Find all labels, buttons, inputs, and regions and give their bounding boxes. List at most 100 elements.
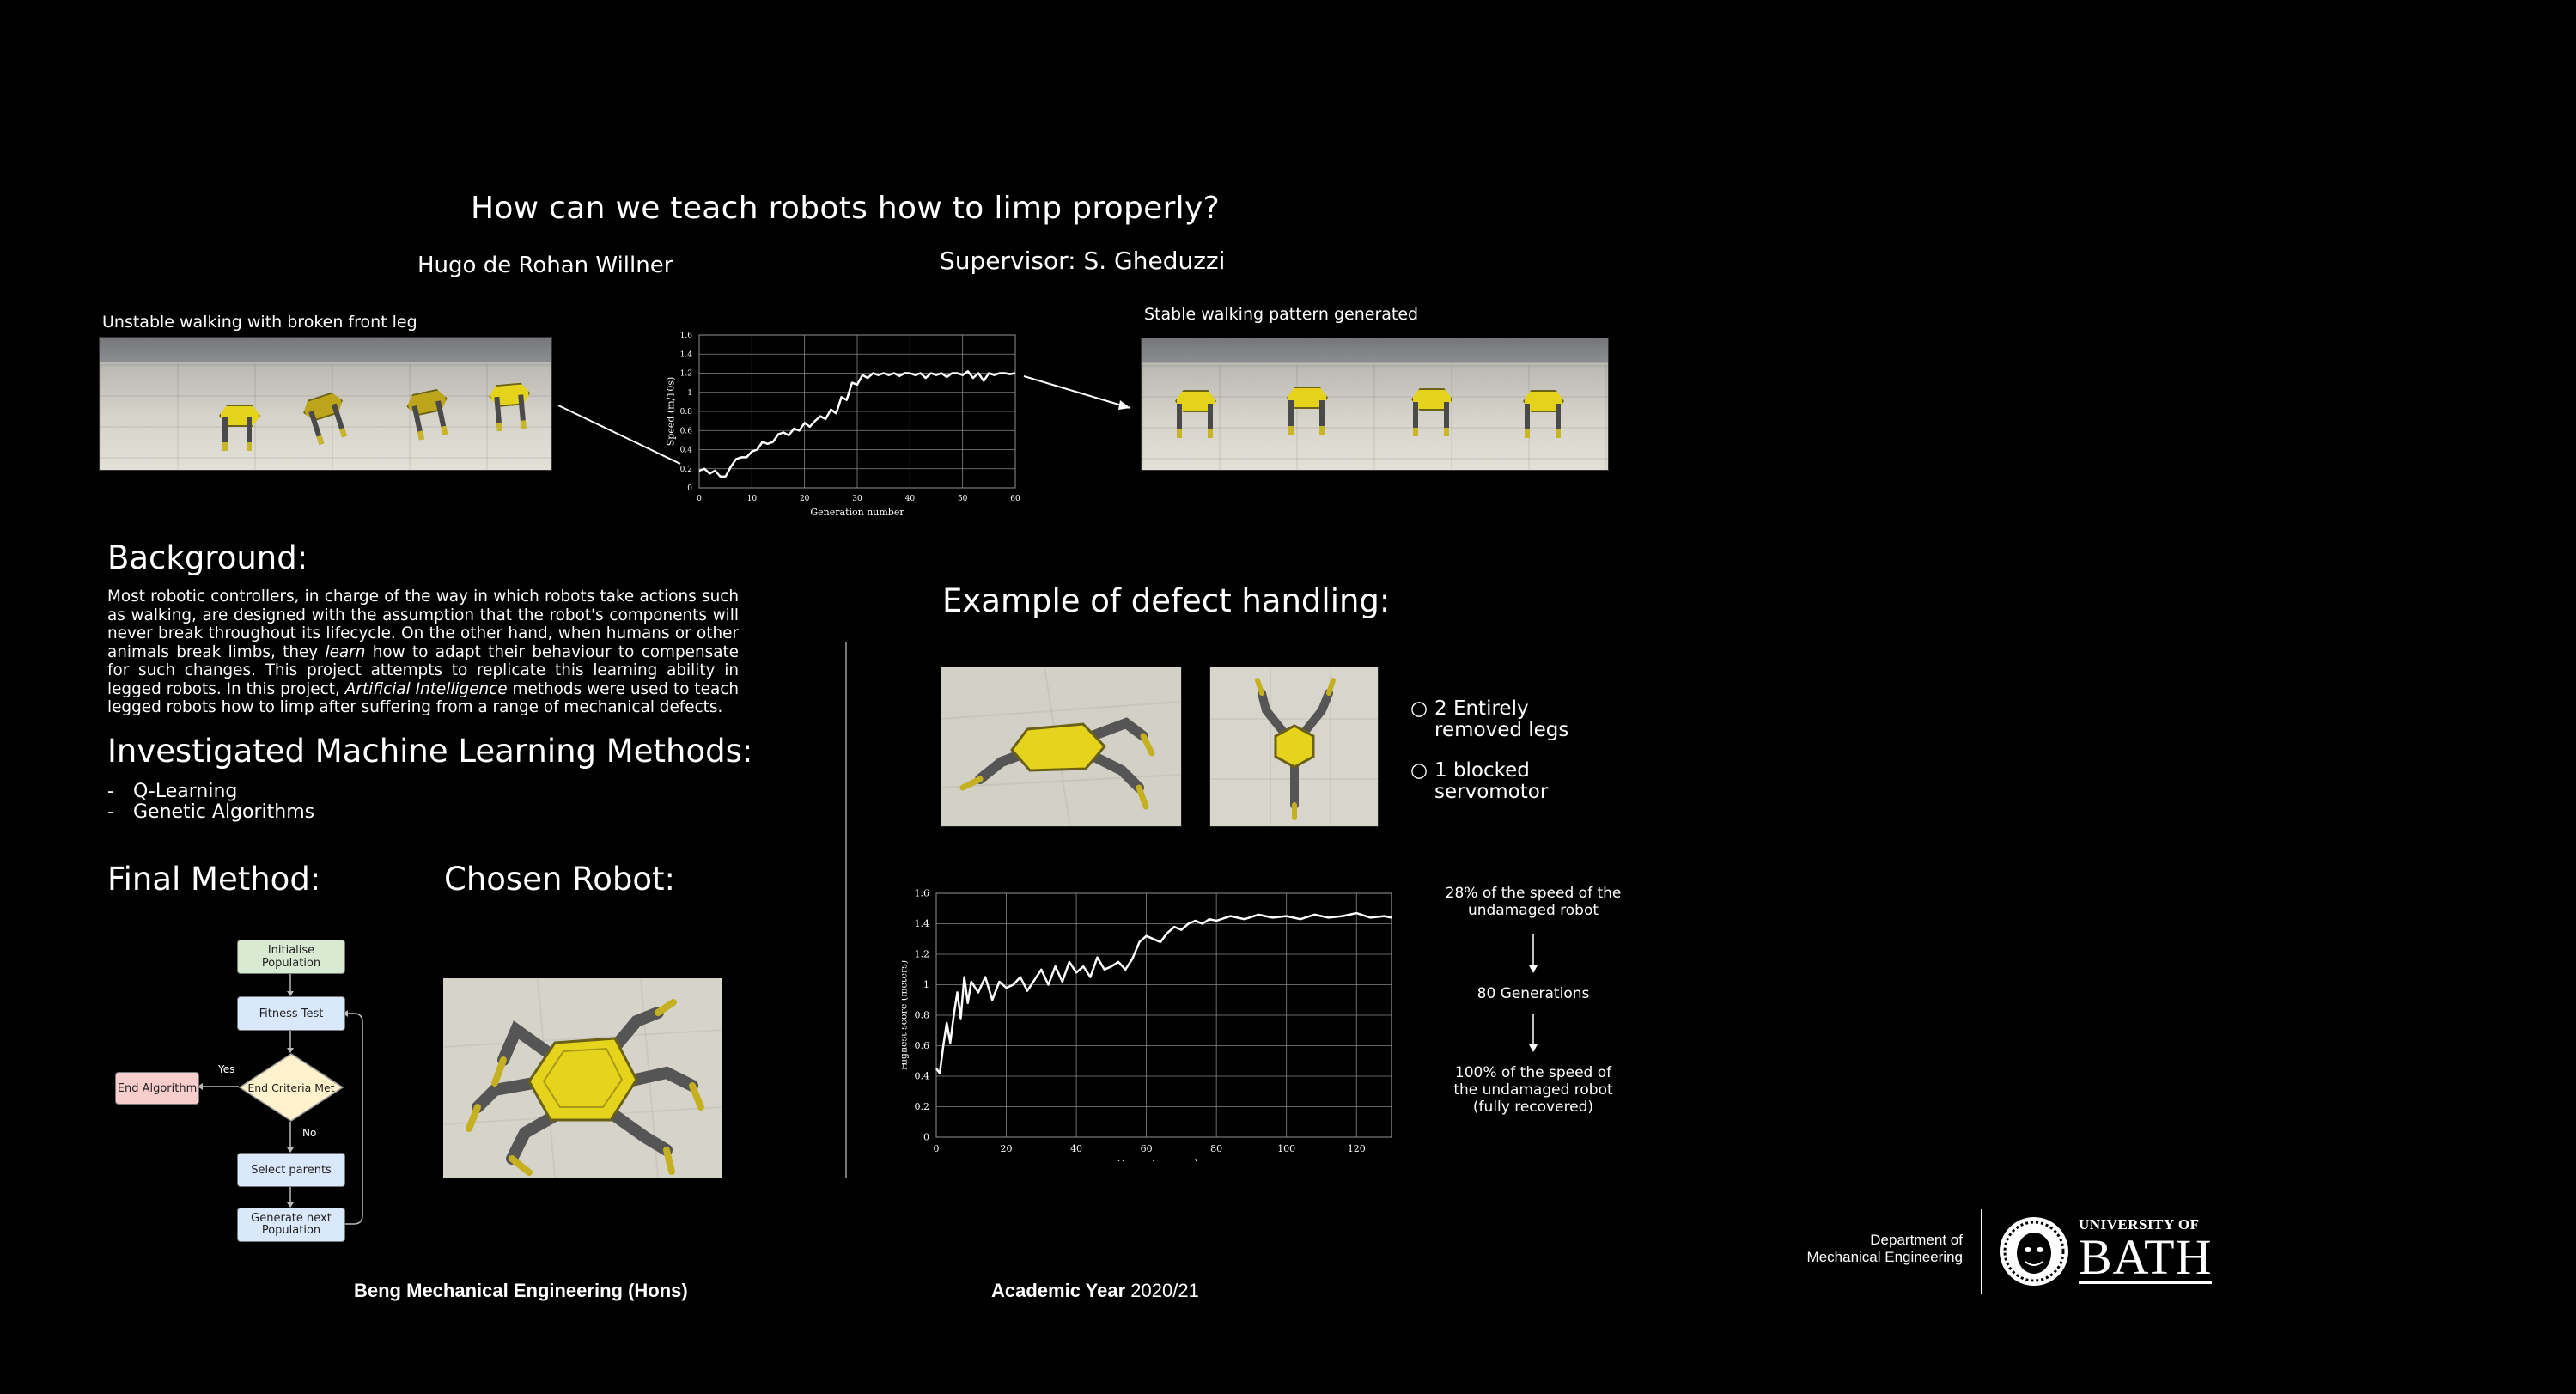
- x-tick-label: 20: [800, 495, 810, 503]
- flow-init-population: Initialise Population: [237, 940, 345, 974]
- defect-bullet-removed-legs: 2 Entirely removed legs: [1434, 697, 1569, 741]
- unstable-walking-caption: Unstable walking with broken front leg: [102, 313, 417, 332]
- academic-year-value: 2020/21: [1130, 1280, 1199, 1301]
- defect-heading: Example of defect handling:: [942, 582, 1391, 619]
- y-tick-label: 0.2: [680, 466, 692, 474]
- method-q-learning: Q-Learning: [133, 781, 238, 802]
- background-text-1: Most robotic controllers, in charge of t…: [107, 587, 739, 661]
- y-tick-label: 0.2: [915, 1101, 930, 1112]
- y-axis-label: Highest score (meters): [902, 960, 910, 1070]
- flow-criteria-diamond: End Criteria Met: [239, 1053, 344, 1122]
- x-tick-label: 80: [1210, 1143, 1222, 1154]
- list-item: ○ 2 Entirely removed legs: [1410, 698, 1617, 741]
- final-method-heading: Final Method:: [107, 861, 321, 898]
- flow-select-parents: Select parents: [237, 1153, 345, 1187]
- x-tick-label: 40: [1070, 1143, 1082, 1154]
- y-tick-label: 0.6: [680, 427, 693, 435]
- x-tick-label: 60: [1010, 495, 1020, 503]
- series-line: [698, 370, 1016, 478]
- supervisor-name: Supervisor: S. Gheduzzi: [940, 247, 1226, 275]
- robot-figure: [1275, 380, 1343, 435]
- series-line: [935, 911, 1392, 1074]
- x-tick-label: 10: [747, 495, 758, 503]
- x-tick-label: 50: [958, 495, 968, 503]
- background-heading: Background:: [107, 539, 308, 576]
- department-line-2: Mechanical Engineering: [1806, 1249, 1963, 1265]
- x-tick-label: 20: [1001, 1143, 1013, 1154]
- down-arrow-icon: [1529, 934, 1538, 973]
- x-tick-label: 60: [1141, 1143, 1153, 1154]
- robot-figure: [1163, 383, 1232, 438]
- y-tick-label: 0.6: [915, 1040, 930, 1051]
- y-tick-label: 0.4: [680, 447, 693, 455]
- department-label: Department of Mechanical Engineering: [1709, 1232, 1963, 1266]
- unstable-walking-image: [99, 337, 552, 471]
- university-wordmark: UNIVERSITY OF BATH: [2079, 1216, 2213, 1285]
- y-tick-label: 1.4: [680, 350, 693, 359]
- note-initial-speed: 28% of the speed of the undamaged robot: [1445, 885, 1622, 919]
- y-tick-label: 0: [687, 484, 692, 493]
- background-text-2: how to adapt their behaviour to compensa…: [107, 642, 739, 698]
- x-tick-label: 40: [905, 495, 916, 503]
- academic-year: Academic Year 2020/21: [991, 1280, 1199, 1302]
- diamond-shape: [239, 1053, 344, 1122]
- background-text-3: methods were used to teach legged robots…: [107, 679, 739, 717]
- y-tick-label: 1.4: [915, 918, 930, 929]
- chosen-robot-image: [443, 978, 722, 1178]
- damaged-robot-top-view: [1210, 667, 1378, 826]
- defect-bullet-blocked-servo: 1 blocked servomotor: [1434, 759, 1549, 803]
- y-tick-label: 0.4: [915, 1071, 930, 1082]
- x-tick-label: 30: [852, 495, 862, 503]
- robot-figure: [1399, 381, 1468, 436]
- flow-criteria-label: End Criteria Met: [247, 1081, 335, 1094]
- academic-year-label: Academic Year: [991, 1280, 1126, 1301]
- note-recovered-speed: 100% of the speed of the undamaged robot…: [1453, 1064, 1613, 1116]
- x-tick-label: 0: [934, 1143, 940, 1154]
- background-text: Most robotic controllers, in charge of t…: [107, 587, 739, 717]
- defect-bullet-list: ○ 2 Entirely removed legs ○ 1 blocked serv…: [1410, 698, 1617, 803]
- stable-walking-image: [1141, 338, 1609, 471]
- defect-robot-top-image: [1209, 667, 1379, 827]
- flow-yes-label: Yes: [218, 1063, 235, 1075]
- y-tick-label: 1.6: [915, 888, 930, 899]
- flow-fitness-test: Fitness Test: [237, 996, 345, 1031]
- connector-arrows: [557, 375, 1131, 465]
- x-axis-label: Generation number: [810, 507, 904, 518]
- defect-robot-side-image: [941, 667, 1182, 827]
- flowchart: Initialise Population Fitness Test End C…: [112, 936, 378, 1245]
- x-tick-label: 0: [697, 495, 702, 503]
- university-line-1: UNIVERSITY OF: [2079, 1216, 2200, 1233]
- background-text-ai: Artificial Intelligence: [344, 679, 508, 698]
- robot-figure: [476, 374, 540, 432]
- damaged-robot-side-view: [941, 667, 1181, 826]
- note-generations: 80 Generations: [1477, 985, 1590, 1002]
- y-tick-label: 1.2: [680, 370, 692, 379]
- y-tick-label: 0.8: [680, 408, 693, 417]
- y-axis-label: Speed (m/10s): [665, 377, 676, 447]
- author-name: Hugo de Rohan Willner: [417, 253, 673, 278]
- y-tick-label: 1: [923, 979, 929, 990]
- list-bullet: -: [107, 781, 114, 802]
- x-tick-label: 120: [1348, 1143, 1366, 1154]
- university-line-2: BATH: [2079, 1229, 2213, 1285]
- department-line-1: Department of: [1870, 1232, 1963, 1248]
- circle-bullet-icon: ○: [1410, 759, 1428, 782]
- flowchart-connectors: [198, 974, 363, 1225]
- flow-generate-population: Generate next Population: [237, 1208, 345, 1242]
- stable-walking-caption: Stable walking pattern generated: [1144, 305, 1419, 324]
- list-item: - Genetic Algorithms: [107, 802, 314, 823]
- column-divider: [845, 642, 847, 1178]
- method-genetic-algorithms: Genetic Algorithms: [133, 801, 315, 823]
- x-tick-label: 100: [1277, 1143, 1295, 1154]
- poster-title: How can we teach robots how to limp prop…: [470, 191, 1220, 226]
- circle-bullet-icon: ○: [1410, 697, 1428, 720]
- hexapod-robot-illustration: [443, 978, 722, 1178]
- logo-divider: [1981, 1209, 1982, 1294]
- y-tick-label: 1: [687, 389, 692, 398]
- down-arrow-icon: [1529, 1014, 1538, 1052]
- flow-end-algorithm: End Algorithm: [115, 1072, 199, 1105]
- methods-heading: Investigated Machine Learning Methods:: [107, 733, 753, 770]
- y-tick-label: 0: [923, 1132, 929, 1143]
- list-bullet: -: [107, 801, 114, 823]
- robot-figure: [207, 398, 267, 451]
